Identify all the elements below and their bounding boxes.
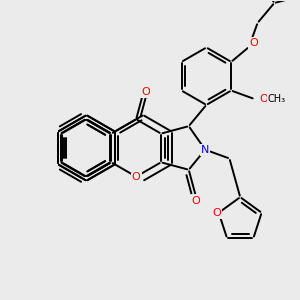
Text: O: O (259, 94, 268, 104)
Text: CH₃: CH₃ (268, 94, 286, 104)
Text: O: O (192, 196, 200, 206)
Text: O: O (132, 172, 140, 182)
Text: N: N (201, 145, 209, 155)
Text: O: O (212, 208, 221, 218)
Text: O: O (250, 38, 258, 48)
Text: O: O (141, 86, 150, 97)
